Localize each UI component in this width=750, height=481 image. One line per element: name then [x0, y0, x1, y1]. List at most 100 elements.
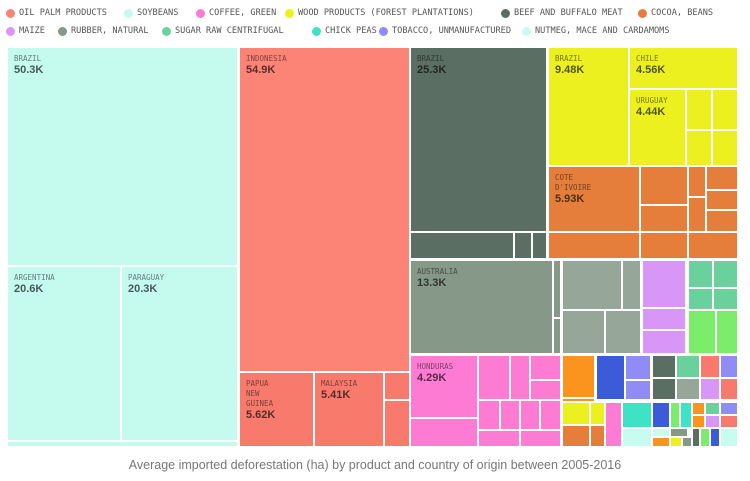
treemap-tile[interactable] — [642, 330, 686, 354]
treemap-tile[interactable] — [562, 355, 595, 398]
legend-item[interactable]: COFFEE, GREEN — [196, 8, 276, 18]
treemap-tile[interactable]: BRAZIL 9.48K — [548, 47, 629, 166]
treemap-tile[interactable] — [652, 437, 670, 447]
treemap-tile[interactable]: INDONESIA 54.9K — [239, 47, 410, 372]
treemap-tile[interactable]: BRAZIL 25.3K — [410, 47, 547, 232]
treemap-tile[interactable] — [605, 310, 641, 354]
treemap-tile[interactable] — [670, 437, 682, 447]
treemap-tile[interactable] — [532, 232, 547, 259]
treemap-tile[interactable]: PAPUA NEW GUINEA 5.62K — [239, 372, 314, 447]
treemap-tile[interactable] — [384, 400, 410, 447]
legend-item[interactable]: COCOA, BEANS — [638, 8, 713, 18]
treemap-tile[interactable] — [652, 402, 670, 428]
treemap-tile[interactable] — [500, 400, 520, 430]
treemap-tile[interactable] — [706, 166, 738, 190]
treemap-tile[interactable] — [720, 402, 738, 415]
treemap-tile[interactable] — [700, 378, 720, 400]
treemap-tile[interactable] — [705, 415, 720, 428]
treemap-tile[interactable] — [710, 428, 720, 447]
treemap-tile[interactable] — [688, 166, 706, 197]
treemap-tile[interactable] — [520, 430, 561, 447]
treemap-tile[interactable] — [562, 425, 590, 447]
treemap-tile[interactable]: URUGUAY 4.44K — [629, 89, 686, 166]
legend-item[interactable]: TOBACCO, UNMANUFACTURED — [379, 26, 511, 36]
treemap-tile[interactable] — [713, 288, 738, 310]
treemap-tile[interactable] — [652, 355, 676, 378]
treemap-tile[interactable] — [720, 428, 738, 447]
treemap-tile[interactable] — [692, 402, 705, 415]
treemap-tile[interactable] — [686, 89, 712, 130]
legend-item[interactable]: SUGAR RAW CENTRIFUGAL — [162, 26, 284, 36]
legend-item[interactable]: CHICK PEAS — [312, 26, 377, 36]
treemap-tile[interactable] — [553, 260, 561, 318]
treemap-tile[interactable] — [622, 402, 652, 428]
treemap-tile[interactable] — [670, 428, 688, 437]
treemap-tile[interactable] — [680, 402, 692, 428]
treemap-tile[interactable] — [625, 355, 651, 380]
treemap-tile[interactable] — [676, 378, 700, 400]
treemap-tile[interactable] — [640, 205, 688, 232]
legend-item[interactable]: RUBBER, NATURAL — [58, 26, 149, 36]
treemap-tile[interactable] — [562, 402, 590, 425]
treemap-tile[interactable] — [706, 190, 738, 210]
treemap-tile[interactable] — [720, 415, 738, 428]
treemap-tile[interactable]: HONDURAS 4.29K — [410, 355, 478, 418]
treemap-tile[interactable] — [478, 430, 520, 447]
treemap-tile[interactable] — [688, 232, 738, 259]
treemap-tile[interactable] — [700, 428, 710, 447]
treemap-tile[interactable] — [553, 318, 561, 354]
treemap-tile[interactable] — [562, 310, 605, 354]
treemap-tile[interactable]: PARAGUAY 20.3K — [121, 266, 238, 441]
legend-item[interactable]: SOYBEANS — [124, 8, 178, 18]
treemap-tile[interactable] — [682, 437, 692, 447]
treemap-tile[interactable] — [652, 378, 676, 400]
legend-item[interactable]: BEEF AND BUFFALO MEAT — [501, 8, 623, 18]
treemap-tile[interactable] — [625, 380, 651, 400]
treemap-tile[interactable] — [712, 130, 738, 166]
treemap-tile[interactable] — [605, 402, 622, 447]
legend-item[interactable]: WOOD PRODUCTS (FOREST PLANTATIONS) — [285, 8, 474, 18]
treemap-tile[interactable] — [640, 166, 688, 205]
treemap-tile[interactable] — [676, 355, 700, 378]
treemap-tile[interactable] — [652, 428, 670, 437]
treemap-tile[interactable] — [510, 355, 530, 400]
treemap-tile[interactable]: BRAZIL 50.3K — [7, 47, 238, 266]
treemap-tile[interactable] — [692, 428, 700, 447]
treemap-tile[interactable] — [642, 308, 686, 330]
treemap-tile[interactable] — [688, 197, 706, 232]
treemap-tile[interactable] — [622, 428, 652, 447]
treemap-tile[interactable] — [384, 372, 410, 400]
treemap-tile[interactable] — [520, 400, 540, 430]
treemap-tile[interactable]: CHILE 4.56K — [629, 47, 738, 89]
treemap-tile[interactable] — [410, 418, 478, 447]
treemap-tile[interactable] — [622, 260, 641, 310]
treemap-tile[interactable] — [478, 400, 500, 430]
treemap-tile[interactable] — [688, 288, 713, 310]
treemap-tile[interactable] — [713, 260, 738, 288]
treemap-tile[interactable] — [562, 260, 622, 310]
treemap-tile[interactable] — [540, 400, 561, 430]
legend-item[interactable]: NUTMEG, MACE AND CARDAMOMS — [522, 26, 670, 36]
treemap-tile[interactable]: COTE D'IVOIRE 5.93K — [548, 166, 640, 232]
treemap-tile[interactable]: ARGENTINA 20.6K — [7, 266, 121, 441]
treemap-tile[interactable]: MALAYSIA 5.41K — [314, 372, 384, 447]
treemap-tile[interactable] — [590, 425, 605, 447]
treemap-tile[interactable] — [720, 378, 738, 400]
legend-item[interactable]: MAIZE — [6, 26, 45, 36]
treemap-tile[interactable] — [642, 260, 686, 308]
treemap-tile[interactable] — [688, 260, 713, 288]
treemap-tile[interactable] — [712, 89, 738, 130]
treemap-tile[interactable] — [514, 232, 532, 259]
treemap-tile[interactable]: AUSTRALIA 13.3K — [410, 260, 553, 354]
treemap-tile[interactable] — [590, 402, 605, 425]
treemap-tile[interactable] — [706, 210, 738, 232]
treemap-tile[interactable] — [670, 402, 680, 428]
treemap-tile[interactable] — [530, 380, 561, 400]
treemap-tile[interactable] — [7, 441, 238, 447]
treemap-tile[interactable] — [548, 232, 640, 259]
treemap-tile[interactable] — [686, 130, 712, 166]
treemap-tile[interactable] — [688, 310, 716, 354]
treemap-tile[interactable] — [716, 310, 738, 354]
treemap-tile[interactable] — [530, 355, 561, 380]
treemap-tile[interactable] — [562, 398, 595, 402]
